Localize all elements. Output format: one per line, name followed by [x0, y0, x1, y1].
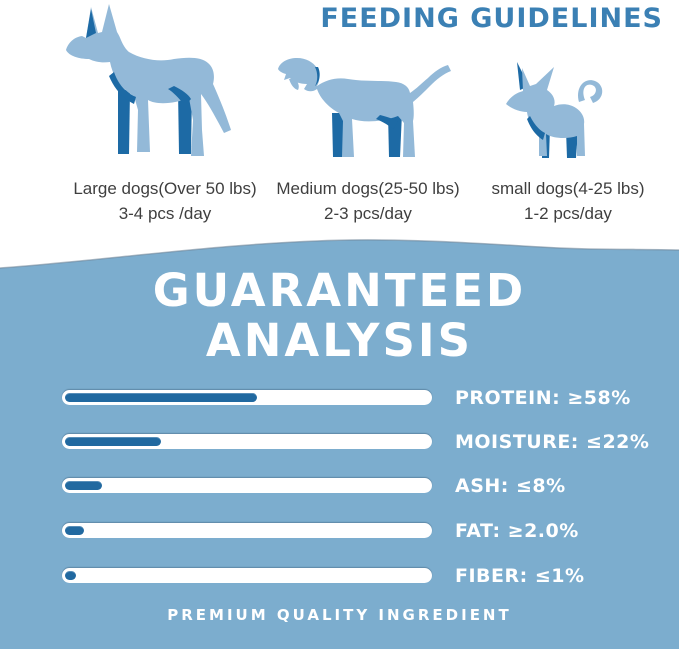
- medium-dog-caption: Medium dogs(25-50 lbs) 2-3 pcs/day: [258, 176, 478, 226]
- ash-progress-track: [62, 478, 432, 493]
- medium-dog-caption-line2: 2-3 pcs/day: [324, 204, 412, 223]
- analysis-row-moisture: MOISTURE: ≤22%: [62, 430, 679, 453]
- analysis-row-protein: PROTEIN: ≥58%: [62, 386, 679, 409]
- ash-progress-fill: [65, 481, 102, 490]
- footer-note: PREMIUM QUALITY INGREDIENT: [167, 606, 512, 624]
- moisture-progress-fill: [65, 437, 162, 446]
- analysis-row-ash: ASH: ≤8%: [62, 474, 679, 497]
- protein-label: PROTEIN: ≥58%: [455, 386, 631, 409]
- fiber-label: FIBER: ≤1%: [455, 564, 585, 587]
- medium-dog-caption-line1: Medium dogs(25-50 lbs): [276, 179, 460, 198]
- small-dog-caption-line1: small dogs(4-25 lbs): [491, 179, 645, 198]
- small-dog-icon: [506, 62, 603, 158]
- small-dog-caption-line2: 1-2 pcs/day: [524, 204, 612, 223]
- page-title: FEEDING GUIDELINES: [320, 3, 663, 34]
- fat-progress-track: [62, 523, 432, 538]
- ash-label: ASH: ≤8%: [455, 474, 566, 497]
- fat-label: FAT: ≥2.0%: [455, 519, 579, 542]
- analysis-row-fat: FAT: ≥2.0%: [62, 519, 679, 542]
- moisture-progress-track: [62, 434, 432, 449]
- small-dog-caption: small dogs(4-25 lbs) 1-2 pcs/day: [468, 176, 668, 226]
- fat-progress-fill: [65, 526, 84, 535]
- analysis-row-fiber: FIBER: ≤1%: [62, 564, 679, 587]
- analysis-heading-line2: ANALYSIS: [205, 314, 474, 367]
- large-dog-icon: [66, 4, 231, 156]
- large-dog-caption-line1: Large dogs(Over 50 lbs): [73, 179, 257, 198]
- fiber-progress-track: [62, 568, 432, 583]
- large-dog-caption-line2: 3-4 pcs /day: [118, 204, 212, 223]
- large-dog-caption: Large dogs(Over 50 lbs) 3-4 pcs /day: [40, 176, 290, 226]
- analysis-heading-line1: GUARANTEED: [152, 264, 527, 317]
- analysis-section-background: [0, 292, 679, 649]
- protein-progress-fill: [65, 393, 258, 402]
- medium-dog-icon: [278, 58, 451, 157]
- protein-progress-track: [62, 390, 432, 405]
- wave-divider: [0, 239, 679, 294]
- moisture-label: MOISTURE: ≤22%: [455, 430, 650, 453]
- fiber-progress-fill: [65, 571, 77, 580]
